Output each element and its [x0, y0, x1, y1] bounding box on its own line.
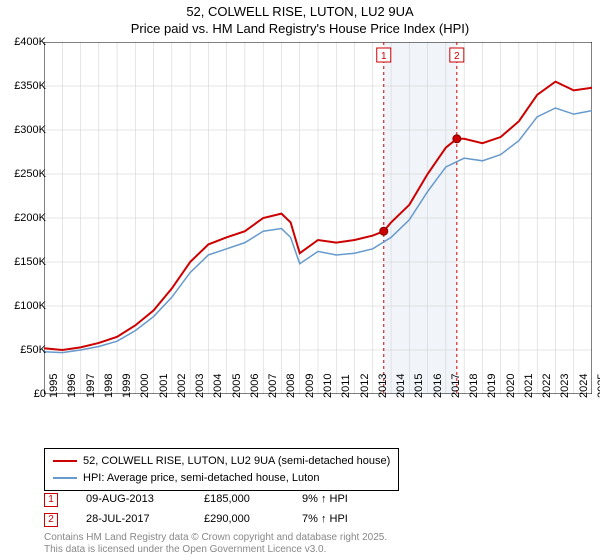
- x-tick-label: 1999: [121, 374, 133, 398]
- x-tick-label: 2020: [505, 374, 517, 398]
- legend-swatch: [53, 460, 77, 462]
- x-tick-label: 2022: [541, 374, 553, 398]
- x-tick-label: 1995: [48, 374, 60, 398]
- x-tick-label: 2013: [377, 374, 389, 398]
- footer-line: This data is licensed under the Open Gov…: [44, 544, 387, 556]
- legend-item: HPI: Average price, semi-detached house,…: [53, 470, 390, 487]
- svg-text:1: 1: [381, 51, 387, 62]
- x-tick-label: 2025: [596, 374, 600, 398]
- y-tick-label: £350K: [2, 80, 46, 92]
- x-tick-label: 2023: [559, 374, 571, 398]
- x-tick-label: 2005: [231, 374, 243, 398]
- x-tick-label: 2010: [322, 374, 334, 398]
- x-tick-label: 1996: [66, 374, 78, 398]
- y-tick-label: £50K: [2, 344, 46, 356]
- legend-item: 52, COLWELL RISE, LUTON, LU2 9UA (semi-d…: [53, 453, 390, 470]
- chart-title: 52, COLWELL RISE, LUTON, LU2 9UA Price p…: [0, 0, 600, 40]
- title-line-1: 52, COLWELL RISE, LUTON, LU2 9UA: [0, 4, 600, 21]
- x-tick-label: 2003: [194, 374, 206, 398]
- legend-swatch: [53, 477, 77, 479]
- marker-badge: 1: [44, 493, 58, 507]
- x-tick-label: 2019: [486, 374, 498, 398]
- y-tick-label: £150K: [2, 256, 46, 268]
- line-chart: 12: [44, 42, 592, 394]
- x-tick-label: 2011: [340, 374, 352, 398]
- title-line-2: Price paid vs. HM Land Registry's House …: [0, 21, 600, 38]
- x-tick-label: 2000: [139, 374, 151, 398]
- y-tick-label: £200K: [2, 212, 46, 224]
- legend-label: HPI: Average price, semi-detached house,…: [83, 470, 319, 487]
- transaction-price: £185,000: [204, 490, 274, 510]
- transaction-pct: 9% ↑ HPI: [302, 490, 348, 510]
- transaction-pct: 7% ↑ HPI: [302, 510, 348, 530]
- y-tick-label: £0: [2, 388, 46, 400]
- x-tick-label: 2008: [285, 374, 297, 398]
- x-tick-label: 2001: [158, 374, 170, 398]
- x-tick-label: 1998: [103, 374, 115, 398]
- legend-label: 52, COLWELL RISE, LUTON, LU2 9UA (semi-d…: [83, 453, 390, 470]
- legend: 52, COLWELL RISE, LUTON, LU2 9UA (semi-d…: [44, 448, 399, 491]
- transaction-row: 1 09-AUG-2013 £185,000 9% ↑ HPI: [44, 490, 348, 510]
- x-tick-label: 2006: [249, 374, 261, 398]
- svg-text:2: 2: [454, 51, 460, 62]
- x-tick-label: 2012: [359, 374, 371, 398]
- x-tick-label: 2002: [176, 374, 188, 398]
- x-tick-label: 2014: [395, 374, 407, 398]
- x-tick-label: 2004: [212, 374, 224, 398]
- footer-attribution: Contains HM Land Registry data © Crown c…: [44, 532, 387, 556]
- y-tick-label: £300K: [2, 124, 46, 136]
- x-tick-label: 2018: [468, 374, 480, 398]
- x-tick-label: 2017: [450, 374, 462, 398]
- chart-area: 12: [44, 42, 592, 394]
- transaction-row: 2 28-JUL-2017 £290,000 7% ↑ HPI: [44, 510, 348, 530]
- y-tick-label: £250K: [2, 168, 46, 180]
- x-tick-label: 2021: [523, 374, 535, 398]
- x-tick-label: 2024: [578, 374, 590, 398]
- footer-line: Contains HM Land Registry data © Crown c…: [44, 532, 387, 544]
- y-tick-label: £400K: [2, 36, 46, 48]
- x-tick-label: 2015: [413, 374, 425, 398]
- transaction-price: £290,000: [204, 510, 274, 530]
- x-tick-label: 2007: [267, 374, 279, 398]
- x-tick-label: 1997: [85, 374, 97, 398]
- marker-badge: 2: [44, 513, 58, 527]
- transaction-date: 09-AUG-2013: [86, 490, 176, 510]
- y-tick-label: £100K: [2, 300, 46, 312]
- transaction-date: 28-JUL-2017: [86, 510, 176, 530]
- x-tick-label: 2009: [304, 374, 316, 398]
- x-tick-label: 2016: [432, 374, 444, 398]
- transactions-table: 1 09-AUG-2013 £185,000 9% ↑ HPI 2 28-JUL…: [44, 490, 348, 530]
